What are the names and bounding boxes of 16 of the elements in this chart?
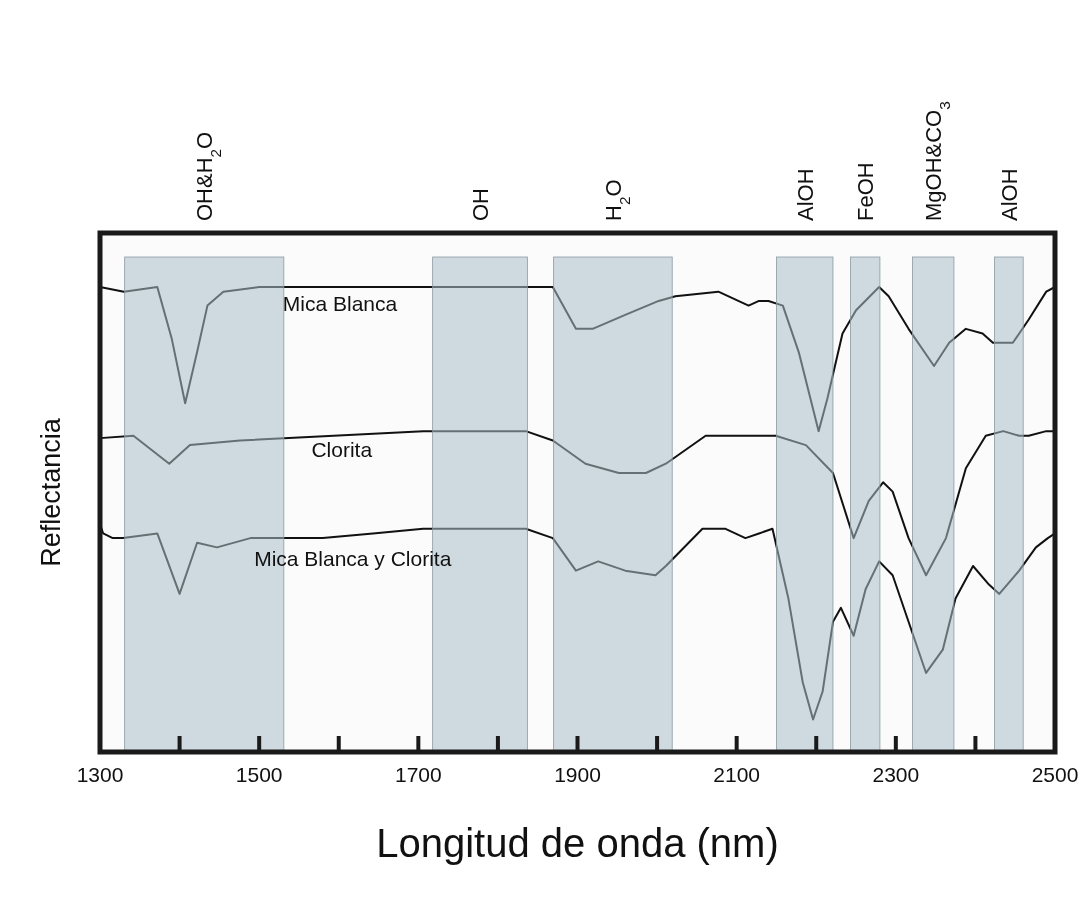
x-tick-label: 2100	[713, 763, 761, 786]
band-label: AlOH	[792, 168, 818, 221]
x-tick-label: 1500	[235, 763, 283, 786]
x-tick-label: 2500	[1031, 763, 1079, 786]
x-axis-title: Longitud de onda (nm)	[376, 821, 779, 865]
x-tick-label: 1300	[76, 763, 124, 786]
band-label: AlOH	[996, 168, 1022, 221]
band-label: FeOH	[853, 162, 879, 221]
series-label: Mica Blanca y Clorita	[254, 547, 452, 571]
band-label: OH	[468, 188, 494, 221]
x-tick-label: 1900	[554, 763, 601, 786]
x-tick-label: 1700	[394, 763, 442, 786]
y-axis-title: Reflectancia	[36, 417, 66, 567]
series-label: Clorita	[311, 438, 373, 462]
series-label: Mica Blanca	[282, 292, 398, 315]
x-tick-label: 2300	[872, 763, 920, 786]
